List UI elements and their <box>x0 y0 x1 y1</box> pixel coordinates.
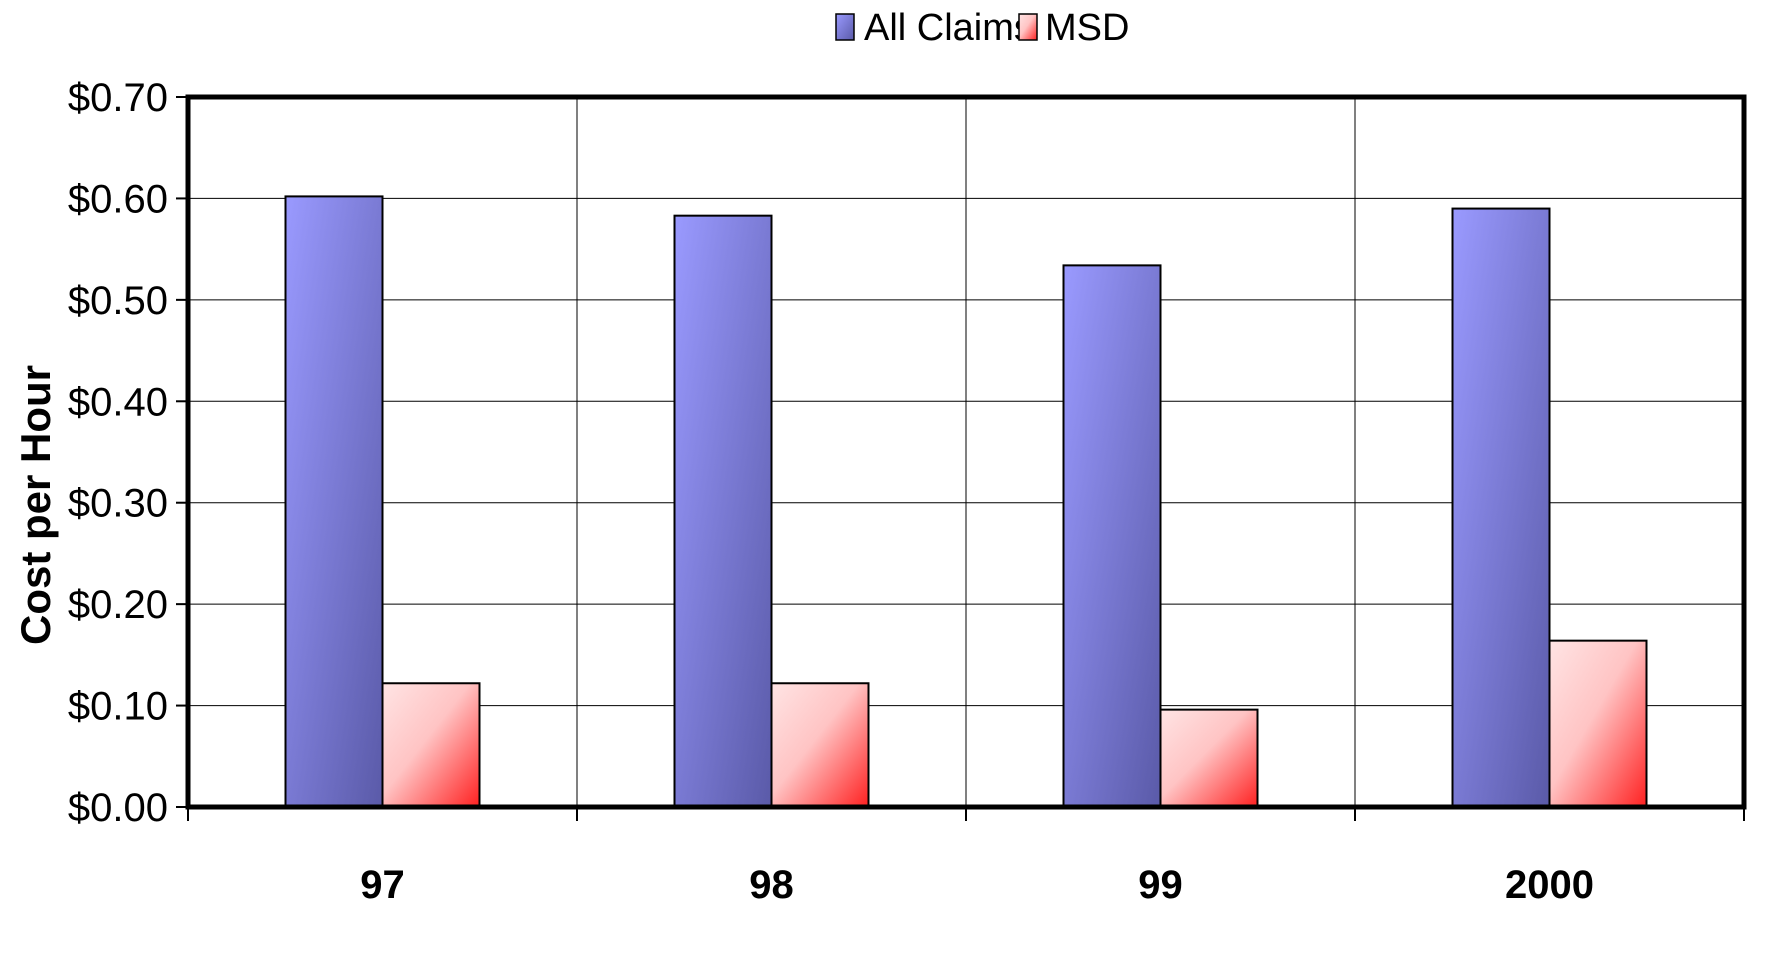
legend-label-msd: MSD <box>1045 7 1129 49</box>
bar-all-claims <box>1451 207 1551 809</box>
bar-all-claims <box>673 214 773 808</box>
x-axis-labels: 97 98 99 2000 <box>360 863 1594 907</box>
legend-swatch-all-claims <box>835 13 855 41</box>
y-tick-label: $0.00 <box>68 786 168 830</box>
x-category-label: 99 <box>1138 863 1183 907</box>
legend-label-all-claims: All Claims <box>864 7 1033 49</box>
x-category-label: 2000 <box>1505 863 1594 907</box>
y-tick-label: $0.60 <box>68 177 168 221</box>
y-tick-label: $0.10 <box>68 685 168 729</box>
bar-all-claims <box>1062 264 1162 809</box>
bar-msd <box>1159 708 1259 809</box>
bar-msd <box>381 682 481 808</box>
bars <box>284 195 1648 809</box>
y-tick-label: $0.30 <box>68 482 168 526</box>
x-category-label: 97 <box>360 863 405 907</box>
y-tick-label: $0.20 <box>68 583 168 627</box>
bar-msd <box>770 682 870 808</box>
bar-msd <box>1548 639 1648 809</box>
plot-frame <box>185 94 1747 821</box>
legend: All Claims MSD <box>835 7 1129 49</box>
y-tick-label: $0.70 <box>68 76 168 120</box>
bar-all-claims <box>284 195 384 808</box>
legend-swatch-msd <box>1018 13 1038 41</box>
y-axis-ticks: $0.00 $0.10 $0.20 $0.30 $0.40 $0.50 $0.60 $0.70 <box>68 76 188 830</box>
y-axis-label: Cost per Hour <box>12 365 59 645</box>
plot-border <box>185 94 1747 810</box>
y-tick-label: $0.40 <box>68 380 168 424</box>
y-tick-label: $0.50 <box>68 279 168 323</box>
x-category-label: 98 <box>749 863 794 907</box>
